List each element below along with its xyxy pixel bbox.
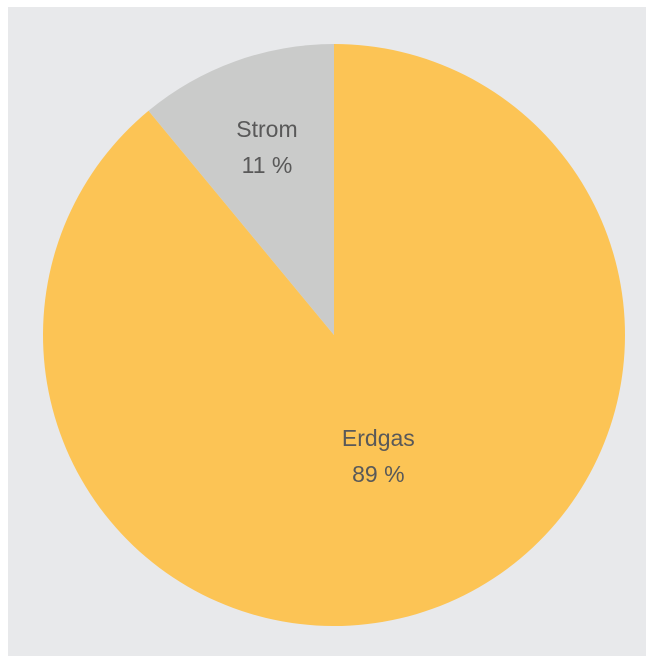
slice-label-strom: Strom xyxy=(236,116,297,142)
slice-value-erdgas: 89 % xyxy=(352,461,404,487)
pie-slice-strom xyxy=(148,44,334,335)
chart-area: Erdgas 89 % Strom 11 % xyxy=(8,7,646,656)
pie-chart: Erdgas 89 % Strom 11 % xyxy=(42,44,626,627)
slice-value-strom: 11 % xyxy=(242,152,293,178)
pie-slice-erdgas xyxy=(42,44,626,627)
slice-label-erdgas: Erdgas xyxy=(342,425,415,451)
